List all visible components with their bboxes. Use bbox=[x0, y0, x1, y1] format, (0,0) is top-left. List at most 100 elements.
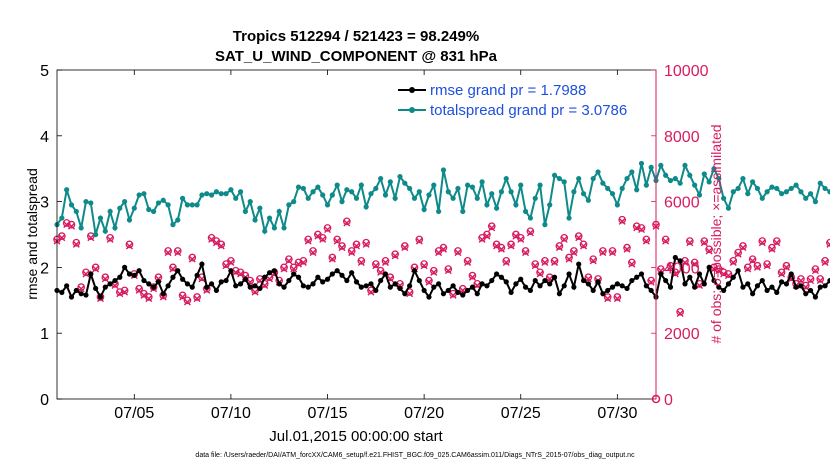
rmse-point bbox=[677, 258, 683, 264]
obs-possible-point bbox=[188, 253, 197, 262]
rmse-point bbox=[716, 284, 722, 290]
rmse-point bbox=[585, 281, 591, 287]
obs-assimilated-point bbox=[700, 239, 708, 247]
rmse-point bbox=[59, 289, 65, 296]
rmse-point bbox=[701, 281, 707, 287]
obs-assimilated-point bbox=[638, 226, 646, 234]
obs-possible-point bbox=[526, 227, 535, 236]
totalspread-point bbox=[436, 208, 442, 215]
obs-assimilated-point bbox=[526, 229, 534, 237]
obs-possible-point bbox=[661, 235, 670, 244]
legend-box bbox=[392, 78, 652, 122]
obs-assimilated-point bbox=[58, 234, 66, 242]
obs-assimilated-point bbox=[377, 268, 385, 276]
obs-assimilated-point bbox=[773, 239, 781, 247]
rmse-point bbox=[378, 277, 384, 284]
totalspread-point bbox=[334, 182, 340, 188]
obs-assimilated-point bbox=[551, 258, 559, 266]
obs-assimilated-point bbox=[449, 291, 457, 299]
rmse-point bbox=[117, 274, 123, 280]
obs-possible-point bbox=[613, 293, 622, 301]
obs-assimilated-point bbox=[575, 234, 583, 242]
rmse-point bbox=[324, 276, 331, 282]
rmse-point bbox=[556, 291, 562, 297]
y-tick-label-left: 1 bbox=[40, 326, 49, 343]
obs-assimilated-point bbox=[720, 270, 728, 278]
x-axis-label: Jul.01,2015 00:00:00 start bbox=[269, 428, 443, 445]
obs-assimilated-point bbox=[116, 290, 124, 298]
rmse-point bbox=[431, 284, 437, 290]
obs-possible-point bbox=[429, 266, 438, 275]
rmse-point bbox=[812, 294, 819, 300]
obs-possible-point bbox=[415, 235, 424, 244]
obs-possible-point bbox=[347, 247, 356, 255]
obs-possible-point bbox=[642, 235, 651, 244]
rmse-point bbox=[527, 287, 534, 294]
obs-possible-point bbox=[753, 261, 762, 270]
rmse-point bbox=[489, 277, 495, 284]
x-tick-label: 07/30 bbox=[597, 405, 637, 422]
rmse-point bbox=[547, 281, 553, 287]
obs-possible-point bbox=[772, 237, 781, 245]
obs-possible-point bbox=[376, 266, 385, 275]
totalspread-point bbox=[97, 215, 104, 221]
obs-assimilated-point bbox=[705, 247, 713, 255]
rmse-point bbox=[349, 270, 355, 276]
obs-possible-point bbox=[125, 240, 134, 249]
totalspread-point bbox=[93, 231, 99, 238]
totalspread-point bbox=[551, 172, 558, 178]
totalspread-point bbox=[320, 192, 326, 198]
rmse-point bbox=[300, 283, 306, 289]
y-tick-label-right: 8000 bbox=[664, 129, 700, 146]
obs-assimilated-point bbox=[169, 265, 177, 273]
obs-assimilated-point bbox=[662, 237, 670, 245]
rmse-point bbox=[237, 281, 244, 287]
rmse-point bbox=[368, 281, 374, 287]
rmse-point bbox=[721, 287, 727, 294]
rmse-point bbox=[416, 277, 422, 284]
obs-possible-point bbox=[690, 258, 699, 267]
obs-assimilated-point bbox=[357, 258, 365, 266]
obs-assimilated-point bbox=[734, 250, 742, 258]
rmse-point bbox=[522, 284, 529, 290]
obs-assimilated-point bbox=[782, 263, 790, 271]
obs-assimilated-point bbox=[816, 277, 824, 285]
rmse-point bbox=[204, 284, 210, 290]
obs-assimilated-point bbox=[444, 267, 452, 275]
obs-possible-point bbox=[227, 256, 235, 265]
totalspread-point bbox=[474, 195, 480, 201]
totalspread-point bbox=[223, 191, 229, 197]
obs-possible-point bbox=[67, 220, 76, 229]
rmse-point bbox=[407, 283, 413, 289]
totalspread-point bbox=[479, 179, 485, 185]
totalspread-point bbox=[571, 189, 577, 195]
rmse-point bbox=[88, 271, 94, 277]
rmse-point bbox=[194, 272, 200, 278]
x-tick-label: 07/10 bbox=[211, 405, 251, 422]
obs-possible-point bbox=[183, 296, 192, 305]
rmse-point bbox=[532, 277, 538, 284]
rmse-point bbox=[595, 279, 601, 285]
x-tick-label: 07/20 bbox=[404, 405, 444, 422]
obs-assimilated-point bbox=[193, 295, 201, 303]
rmse-point bbox=[257, 285, 263, 292]
totalspread-point bbox=[378, 175, 384, 182]
obs-assimilated-point bbox=[517, 235, 525, 243]
obs-possible-point bbox=[550, 256, 559, 265]
rmse-point bbox=[107, 281, 113, 287]
totalspread-point bbox=[83, 199, 89, 205]
rmse-point bbox=[155, 279, 162, 285]
rmse-point bbox=[305, 284, 311, 290]
rmse-point bbox=[609, 284, 616, 290]
rmse-point bbox=[363, 283, 369, 289]
rmse-point bbox=[450, 283, 456, 289]
rmse-point bbox=[440, 291, 447, 297]
obs-possible-point bbox=[531, 260, 540, 268]
legend: rmse grand pr = 1.7988 totalspread grand… bbox=[392, 78, 652, 122]
totalspread-point bbox=[257, 205, 263, 211]
y-tick-label-left: 0 bbox=[40, 392, 49, 409]
totalspread-point bbox=[160, 197, 166, 203]
obs-possible-point bbox=[734, 248, 742, 257]
rmse-point bbox=[179, 276, 186, 282]
obs-assimilated-point bbox=[768, 245, 776, 253]
